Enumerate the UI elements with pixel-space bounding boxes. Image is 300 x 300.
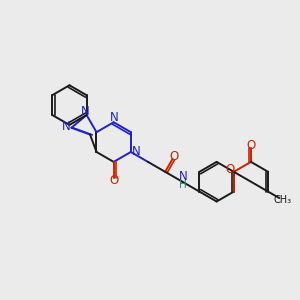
Text: O: O (109, 174, 118, 187)
Text: H: H (179, 180, 187, 190)
Text: N: N (62, 120, 71, 133)
Text: N: N (110, 111, 119, 124)
Text: N: N (179, 170, 188, 183)
Text: O: O (246, 139, 256, 152)
Text: CH₃: CH₃ (274, 195, 292, 205)
Text: N: N (131, 146, 140, 158)
Text: O: O (226, 163, 235, 176)
Text: O: O (169, 150, 179, 163)
Text: N: N (81, 104, 90, 118)
